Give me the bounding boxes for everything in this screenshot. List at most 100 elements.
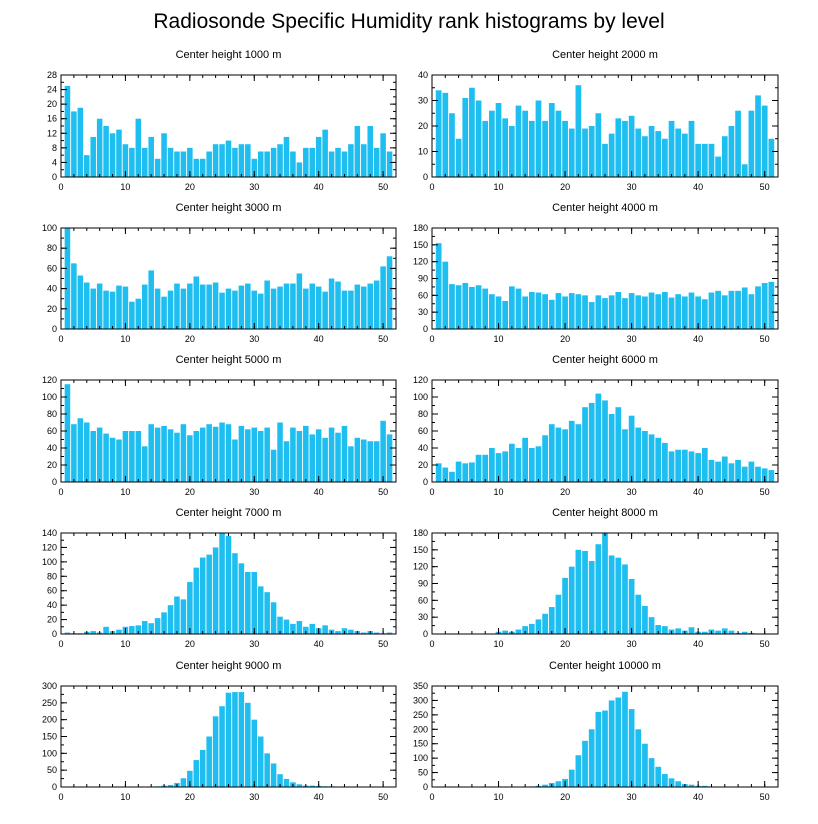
histogram-bar	[122, 431, 129, 482]
histogram-bar	[103, 433, 109, 482]
x-tick-label: 10	[494, 334, 504, 344]
histogram-panel: Center height 7000 m 0 10 20 30 40 50 0 20 40 60 80…	[42, 507, 397, 649]
histogram-bar	[469, 462, 475, 482]
histogram-bar	[83, 422, 90, 482]
y-tick-label: 10	[418, 147, 428, 157]
x-tick-label: 0	[429, 334, 434, 344]
histogram-bar	[232, 553, 238, 634]
histogram-bar	[628, 709, 635, 787]
y-tick-label: 20	[47, 615, 57, 625]
y-tick-label: 120	[413, 562, 428, 572]
histogram-bar	[495, 296, 502, 329]
histogram-bar	[361, 286, 367, 329]
histogram-bar	[522, 296, 529, 329]
histogram-bar	[602, 143, 608, 177]
histogram-bar	[642, 136, 648, 177]
histogram-bar	[219, 292, 225, 329]
histogram-bar	[180, 151, 187, 177]
histogram-bar	[232, 439, 238, 482]
panel-title: Center height 1000 m	[176, 49, 282, 61]
histogram-bar	[628, 115, 635, 177]
histogram-bar	[695, 296, 702, 329]
histogram-bar	[542, 294, 548, 329]
histogram-bar	[245, 702, 251, 787]
histogram-bar	[193, 567, 200, 634]
histogram-bar	[741, 631, 748, 634]
histogram-bar	[681, 296, 688, 329]
histogram-bar	[296, 784, 303, 787]
histogram-bar	[502, 118, 509, 177]
histogram-bar	[455, 285, 462, 329]
histogram-bar	[648, 292, 655, 329]
x-tick-label: 20	[185, 792, 195, 802]
histogram-bar	[662, 442, 668, 482]
y-tick-label: 0	[52, 782, 57, 792]
histogram-bar	[193, 276, 200, 329]
histogram-bar	[748, 461, 755, 482]
histogram-bar	[602, 298, 608, 329]
histogram-bar	[225, 692, 232, 787]
histogram-bar	[462, 97, 469, 177]
histogram-bar	[462, 463, 469, 482]
histogram-panel: Center height 3000 m 0 10 20 30 40 50 0 20 40 60 80…	[42, 202, 397, 344]
x-tick-label: 40	[693, 639, 703, 649]
histogram-bar	[595, 393, 602, 482]
histogram-bar	[141, 621, 148, 634]
histogram-bar	[469, 87, 475, 177]
histogram-bar	[219, 144, 225, 177]
x-tick-label: 10	[120, 792, 130, 802]
histogram-bar	[475, 454, 482, 482]
histogram-bar	[482, 288, 489, 329]
histogram-bar	[675, 628, 682, 634]
histogram-bar	[219, 533, 225, 634]
histogram-bar	[283, 778, 290, 787]
histogram-bar	[264, 592, 270, 634]
histogram-bar	[187, 582, 193, 634]
histogram-bar	[582, 295, 588, 329]
histogram-bar	[290, 427, 296, 482]
x-tick-label: 40	[693, 792, 703, 802]
histogram-panel: Center height 6000 m 0 10 20 30 40 50 0 20 40 60 80…	[413, 354, 779, 497]
histogram-bar	[455, 461, 462, 482]
histogram-bar	[495, 453, 502, 482]
histogram-bar	[96, 118, 103, 177]
x-tick-label: 50	[378, 182, 388, 192]
histogram-bar	[348, 290, 354, 329]
histogram-bar	[695, 453, 702, 482]
histogram-bar	[122, 144, 129, 177]
x-tick-label: 30	[627, 487, 637, 497]
histogram-bar	[270, 147, 277, 177]
y-tick-label: 100	[413, 392, 428, 402]
histogram-bar	[373, 147, 380, 177]
y-tick-label: 100	[42, 223, 57, 233]
x-tick-label: 50	[378, 487, 388, 497]
histogram-bar	[675, 449, 682, 482]
histogram-bar	[367, 126, 374, 177]
y-tick-label: 28	[47, 70, 57, 80]
x-tick-label: 10	[120, 487, 130, 497]
histogram-bar	[77, 418, 84, 482]
histogram-bar	[187, 147, 193, 177]
histogram-bar	[515, 105, 522, 177]
histogram-bar	[315, 429, 322, 482]
histogram-bar	[688, 292, 695, 329]
histogram-bar	[154, 288, 161, 329]
histogram-bar	[655, 437, 662, 482]
x-tick-label: 50	[760, 334, 770, 344]
x-tick-label: 50	[760, 487, 770, 497]
y-tick-label: 150	[413, 545, 428, 555]
histogram-bar	[373, 441, 380, 482]
x-tick-label: 50	[378, 792, 388, 802]
y-tick-label: 60	[418, 595, 428, 605]
histogram-bar	[348, 629, 354, 634]
histogram-bar	[715, 156, 721, 177]
histogram-bar	[199, 749, 206, 787]
histogram-bar	[167, 784, 174, 787]
histogram-bar	[728, 630, 735, 634]
y-tick-label: 40	[47, 284, 57, 294]
panel-title: Center height 7000 m	[176, 507, 282, 519]
histogram-bar	[588, 561, 595, 634]
histogram-bar	[296, 162, 303, 177]
histogram-bar	[315, 136, 322, 177]
histogram-bar	[322, 625, 328, 634]
